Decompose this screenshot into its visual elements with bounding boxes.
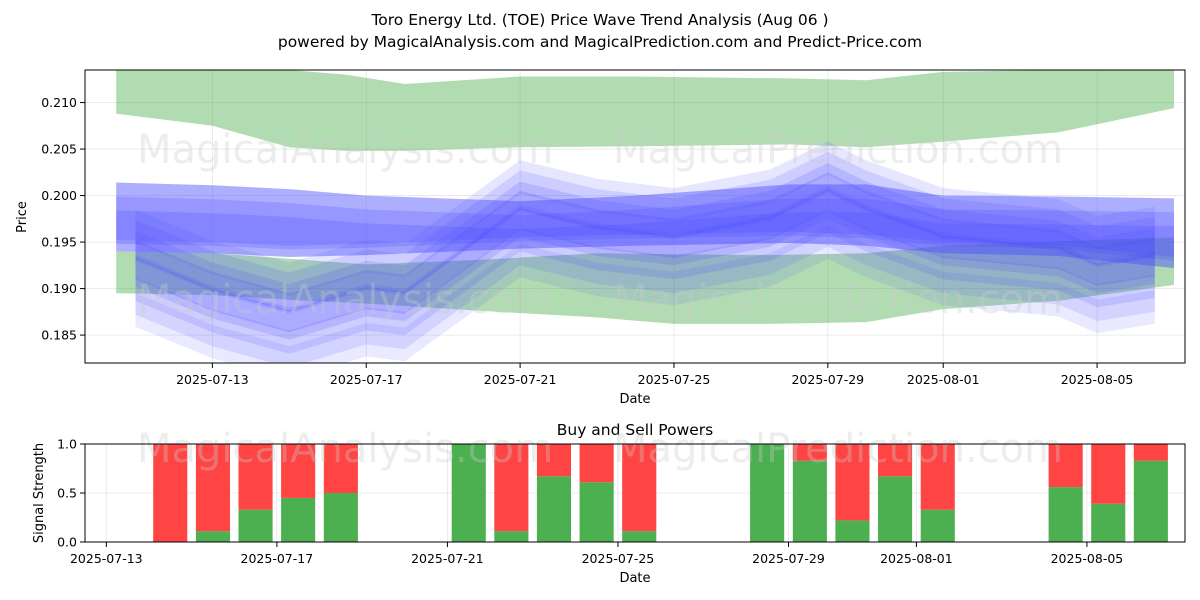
buy-bar (238, 509, 273, 542)
sell-bar (238, 444, 273, 510)
sell-bar (195, 444, 230, 532)
blue-band-layer-0 (116, 196, 1175, 261)
watermark-prediction-mid: MagicalPrediction.com (613, 277, 1063, 323)
sell-bar (835, 444, 870, 521)
green-band-0 (116, 70, 1175, 151)
price-x-tick-label: 2025-08-05 (1061, 372, 1134, 387)
buy-sell-chart: Buy and Sell Powers MagicalAnalysis.com … (32, 421, 1186, 586)
chart-title-line1: Toro Energy Ltd. (TOE) Price Wave Trend … (370, 11, 828, 29)
buy-sell-x-tick-label: 2025-08-05 (1051, 551, 1124, 566)
buy-bar (750, 444, 785, 542)
price-x-tick-label: 2025-07-29 (791, 372, 864, 387)
price-x-ticks: 2025-07-13 2025-07-17 2025-07-21 2025-07-25… (176, 363, 1133, 387)
buy-sell-x-tick-label: 2025-07-17 (241, 551, 314, 566)
buy-sell-x-tick-label: 2025-08-01 (880, 551, 953, 566)
price-x-tick-label: 2025-07-25 (638, 372, 711, 387)
buy-sell-x-tick-label: 2025-07-29 (752, 551, 825, 566)
wave-ribbon-1 (135, 186, 1155, 354)
buy-bar (494, 531, 529, 542)
price-y-tick-label: 0.210 (41, 95, 77, 110)
price-x-tick-label: 2025-07-13 (176, 372, 249, 387)
price-x-tick-label: 2025-07-21 (484, 372, 557, 387)
green-band-1 (116, 237, 1175, 324)
wave-ribbon-3 (135, 209, 1155, 363)
buy-sell-x-ticks: 2025-07-13 2025-07-17 2025-07-21 2025-07-25… (70, 542, 1123, 566)
price-y-tick-label: 0.205 (41, 142, 77, 157)
price-plot-frame (84, 69, 1186, 364)
buy-sell-y-tick-label: 0.0 (57, 535, 77, 550)
sell-bar (1091, 444, 1126, 504)
price-y-ticks: 0.185 0.190 0.195 0.200 0.205 0.210 (41, 95, 85, 343)
sell-bar (323, 444, 358, 493)
price-x-tick-label: 2025-07-17 (330, 372, 403, 387)
price-bands (116, 70, 1175, 324)
price-wave-chart: MagicalAnalysis.com MagicalPrediction.co… (15, 69, 1186, 407)
wave-ribbon-5 (135, 189, 1155, 333)
price-y-tick-label: 0.200 (41, 188, 77, 203)
price-y-tick-label: 0.195 (41, 235, 77, 250)
buy-bar (792, 460, 827, 542)
wave-ribbon-0 (135, 163, 1155, 340)
buy-bar (536, 476, 571, 542)
price-y-tick-label: 0.190 (41, 281, 77, 296)
price-x-tick-label: 2025-08-01 (907, 372, 980, 387)
buy-sell-bars (153, 444, 1168, 542)
price-grid (85, 70, 1185, 363)
blue-band-2 (116, 182, 1175, 269)
buy-bar (451, 444, 486, 542)
buy-bar (195, 531, 230, 542)
buy-sell-y-tick-label: 0.5 (57, 486, 77, 501)
buy-bar (920, 509, 955, 542)
blue-band-layer-1 (116, 210, 1175, 257)
buy-sell-x-tick-label: 2025-07-25 (582, 551, 655, 566)
watermark-prediction-top: MagicalPrediction.com (613, 127, 1063, 173)
price-plot-background (85, 70, 1185, 363)
sell-bar (920, 444, 955, 510)
buy-bar (1048, 487, 1083, 542)
buy-bar (1133, 460, 1168, 542)
chart-title-line2: powered by MagicalAnalysis.com and Magic… (278, 33, 922, 51)
sell-bar (494, 444, 529, 532)
sell-bar (281, 444, 316, 498)
price-x-axis-label: Date (619, 392, 650, 407)
wave-ribbon-4 (135, 141, 1155, 296)
watermark-analysis-mid: MagicalAnalysis.com (137, 277, 553, 323)
buy-sell-x-axis-label: Date (619, 571, 650, 586)
sell-bar (792, 444, 827, 461)
sell-bar (878, 444, 913, 477)
price-waves (135, 141, 1155, 363)
buy-bar (835, 520, 870, 542)
watermark-analysis-bottom: MagicalAnalysis.com (137, 426, 553, 472)
wave-ribbon-7 (135, 225, 1155, 363)
watermark-analysis-top: MagicalAnalysis.com (137, 127, 553, 173)
buy-sell-x-tick-label: 2025-07-21 (411, 551, 484, 566)
buy-bar (622, 531, 657, 542)
watermark-prediction-bottom: MagicalPrediction.com (613, 426, 1063, 472)
sell-bar (153, 444, 188, 542)
buy-sell-y-tick-label: 1.0 (57, 437, 77, 452)
sell-bar (622, 444, 657, 532)
buy-sell-x-tick-label: 2025-07-13 (70, 551, 143, 566)
sell-bar (579, 444, 614, 483)
buy-bar (878, 476, 913, 542)
buy-bar (323, 493, 358, 542)
buy-bar (579, 482, 614, 542)
buy-bar (281, 497, 316, 542)
sell-bar (1048, 444, 1083, 488)
wave-ribbon-2 (135, 151, 1155, 314)
buy-sell-y-axis-label: Signal Strength (32, 443, 47, 543)
price-y-tick-label: 0.185 (41, 328, 77, 343)
sell-bar (1133, 444, 1168, 461)
sell-bar (536, 444, 571, 477)
buy-sell-y-ticks: 0.0 0.5 1.0 (57, 437, 85, 550)
price-y-axis-label: Price (15, 201, 30, 233)
buy-bar (1091, 503, 1126, 542)
buy-sell-title: Buy and Sell Powers (557, 421, 714, 439)
wave-ribbon-6 (135, 172, 1155, 312)
